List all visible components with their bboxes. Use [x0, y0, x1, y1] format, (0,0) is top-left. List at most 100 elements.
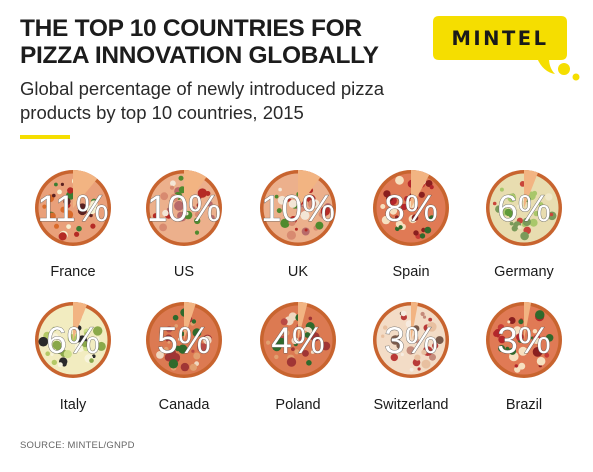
value-label: 3% — [384, 320, 437, 361]
topping — [381, 334, 385, 338]
slice-gap — [524, 170, 538, 208]
slice-gap — [298, 302, 308, 340]
topping — [518, 319, 524, 325]
topping — [516, 204, 523, 210]
topping — [194, 217, 201, 225]
topping — [291, 347, 295, 351]
topping — [178, 337, 182, 341]
category-label: Brazil — [506, 397, 542, 413]
topping — [194, 230, 200, 235]
topping — [92, 354, 96, 359]
topping — [420, 311, 425, 317]
topping — [517, 225, 522, 230]
topping — [315, 221, 324, 230]
topping — [170, 180, 176, 187]
topping — [513, 326, 522, 335]
topping — [278, 187, 282, 192]
topping — [404, 195, 411, 202]
slice-gap — [524, 302, 532, 340]
topping — [286, 230, 296, 240]
topping — [87, 204, 97, 215]
topping — [81, 341, 88, 348]
topping — [51, 326, 57, 332]
topping — [498, 345, 506, 352]
pizza-germany: 6% Germany — [486, 170, 562, 280]
topping — [507, 320, 511, 324]
value-label: 11% — [37, 188, 108, 229]
topping — [308, 316, 313, 321]
topping — [172, 314, 179, 321]
topping — [306, 360, 312, 366]
topping — [266, 340, 271, 345]
category-label: Canada — [159, 397, 211, 413]
topping — [398, 225, 403, 230]
topping — [178, 175, 184, 181]
topping — [509, 221, 514, 226]
topping — [494, 329, 502, 337]
topping — [514, 364, 518, 368]
topping — [276, 208, 282, 214]
category-label: Switzerland — [374, 397, 449, 413]
topping — [280, 218, 290, 228]
topping — [410, 348, 415, 352]
topping — [197, 188, 208, 198]
topping — [380, 204, 386, 209]
topping — [383, 190, 391, 198]
topping — [310, 332, 320, 342]
topping — [389, 206, 398, 215]
topping — [203, 335, 212, 345]
topping — [288, 312, 297, 321]
topping — [60, 182, 64, 186]
topping — [194, 211, 201, 218]
topping — [429, 353, 436, 361]
topping — [184, 211, 189, 216]
category-label: Italy — [60, 397, 87, 413]
logo-text: MINTEL — [451, 27, 549, 50]
topping — [536, 356, 546, 366]
topping — [58, 232, 67, 241]
topping — [284, 330, 290, 336]
topping — [321, 341, 331, 351]
topping — [66, 191, 75, 200]
value-label: 6% — [497, 188, 550, 229]
value-label: 8% — [384, 188, 437, 229]
topping — [320, 206, 330, 216]
topping — [74, 231, 80, 237]
topping — [277, 195, 287, 205]
topping — [381, 215, 391, 225]
topping — [532, 337, 540, 344]
topping — [435, 336, 444, 345]
topping — [383, 325, 388, 330]
value-label: 4% — [271, 320, 324, 361]
topping — [412, 334, 419, 342]
topping — [307, 199, 317, 209]
category-label: France — [50, 264, 95, 280]
topping — [529, 218, 538, 227]
category-label: Spain — [392, 264, 429, 280]
topping — [93, 326, 103, 336]
value-label: 10% — [147, 188, 221, 229]
topping — [395, 175, 404, 185]
topping — [390, 353, 398, 362]
topping — [191, 349, 195, 353]
topping — [77, 205, 87, 216]
pizza-uk: 10% UK — [260, 170, 336, 280]
pizza-france: 11% France — [35, 170, 111, 280]
topping — [310, 350, 315, 354]
topping — [400, 310, 407, 317]
topping — [67, 187, 74, 194]
topping — [96, 341, 106, 351]
topping — [52, 193, 56, 198]
topping — [163, 346, 169, 352]
topping — [499, 187, 504, 192]
topping — [51, 333, 59, 341]
topping — [170, 193, 179, 202]
topping — [508, 211, 517, 219]
pizza-poland: 4% Poland — [260, 302, 336, 413]
topping — [520, 231, 529, 241]
topping — [421, 349, 427, 355]
mintel-logo: MINTEL — [433, 14, 581, 86]
topping — [396, 341, 404, 349]
topping — [413, 230, 419, 236]
topping — [298, 336, 304, 342]
